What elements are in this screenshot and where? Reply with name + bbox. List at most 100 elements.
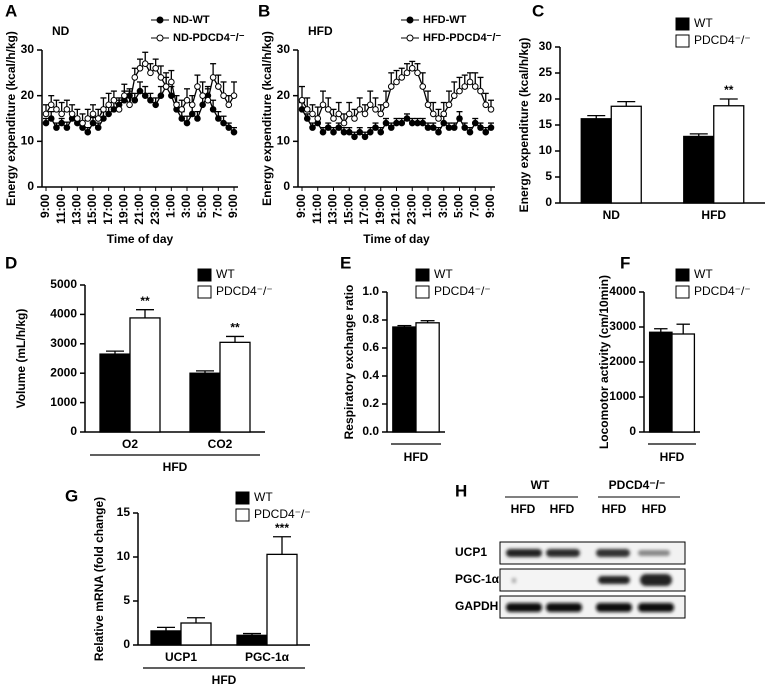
x-axis-label: HFD <box>212 673 237 687</box>
point <box>141 92 149 99</box>
legend-label: WT <box>694 16 713 30</box>
legend-swatch <box>675 285 690 299</box>
legend-label: HFD-WT <box>423 14 467 26</box>
y-tick-label: 5000 <box>50 277 77 291</box>
y-axis-label: Locomotor activity (cm/10min) <box>597 275 611 449</box>
point <box>220 119 227 127</box>
x-tick-label: 23:00 <box>148 194 162 225</box>
x-tick-label: PGC-1α <box>245 650 290 664</box>
point <box>424 101 432 109</box>
lane-label: HFD <box>511 502 536 516</box>
point <box>157 74 165 81</box>
y-tick-label: 0.8 <box>362 312 379 326</box>
point <box>157 92 165 99</box>
point <box>466 128 474 136</box>
point <box>471 119 479 127</box>
point <box>303 106 311 113</box>
y-tick-label: 4000 <box>609 284 636 298</box>
point <box>173 101 180 109</box>
group-label: WT <box>531 478 550 492</box>
point <box>309 124 316 131</box>
panel-letter: D <box>5 253 17 272</box>
legend-label: HFD-PDCD4⁻/⁻ <box>423 32 501 44</box>
legend-label: WT <box>694 267 713 281</box>
x-tick-label: 9:00 <box>483 194 497 218</box>
point <box>79 119 86 127</box>
annotation: ** <box>724 83 734 97</box>
point <box>361 110 369 118</box>
point <box>477 87 484 95</box>
x-tick-label: 17:00 <box>357 194 371 225</box>
row-label: GAPDH <box>455 599 498 613</box>
legend-label: WT <box>216 267 235 281</box>
point <box>372 124 379 131</box>
legend-label: PDCD4⁻/⁻ <box>216 284 273 298</box>
x-tick-label: 13:00 <box>70 194 84 225</box>
x-tick-label: HFD <box>701 208 726 222</box>
annotation: ** <box>230 321 240 335</box>
point <box>324 124 332 131</box>
legend-swatch <box>197 285 212 299</box>
bar <box>236 634 268 646</box>
point <box>456 115 463 122</box>
point <box>199 92 206 99</box>
blot-strip <box>499 595 686 619</box>
point <box>403 69 411 77</box>
point <box>63 106 71 113</box>
x-tick-label: O2 <box>122 437 138 451</box>
legend-label: PDCD4⁻/⁻ <box>694 284 751 298</box>
y-tick-label: 1000 <box>609 389 636 403</box>
point <box>335 110 343 118</box>
point <box>53 124 60 131</box>
point <box>314 115 322 122</box>
x-tick-label: 7:00 <box>211 194 225 218</box>
y-tick-label: 0.2 <box>362 396 379 410</box>
point <box>398 119 406 127</box>
legend-swatch <box>235 491 250 505</box>
x-tick-label: 13:00 <box>326 194 340 225</box>
bar <box>713 105 745 204</box>
panel-letter: E <box>340 253 351 272</box>
legend-label: PDCD4⁻/⁻ <box>694 33 751 47</box>
x-tick-label: UCP1 <box>165 650 197 664</box>
point <box>194 83 201 90</box>
point <box>168 78 175 86</box>
y-axis-label: Relative mRNA (fold change) <box>92 497 106 661</box>
point <box>361 133 369 141</box>
point <box>461 124 469 131</box>
y-axis-label: Energy expenditure (kcal/h/kg) <box>517 38 531 213</box>
x-axis-label: HFD <box>163 460 188 474</box>
legend-label: WT <box>254 490 273 504</box>
legend-swatch <box>235 508 250 522</box>
x-tick-label: 9:00 <box>294 194 308 218</box>
point <box>105 110 112 118</box>
y-tick-label: 3000 <box>609 319 636 333</box>
y-tick-label: 0.6 <box>362 340 379 354</box>
point <box>482 101 490 109</box>
point <box>435 115 442 122</box>
point <box>209 74 217 81</box>
x-axis-label: Time of day <box>363 232 430 246</box>
point <box>141 60 149 68</box>
panel-letter: H <box>455 481 467 500</box>
point <box>393 78 400 86</box>
y-tick-label: 10 <box>21 134 35 148</box>
bar <box>150 630 182 646</box>
y-tick-label: 30 <box>277 42 291 56</box>
point <box>414 69 421 77</box>
bar <box>129 317 161 433</box>
y-axis-label: Energy expenditure (kcal/h/kg) <box>260 31 274 206</box>
x-tick-label: 15:00 <box>85 194 99 225</box>
point <box>456 87 463 95</box>
blot-strip <box>499 541 686 565</box>
point <box>58 110 65 118</box>
point <box>110 96 118 104</box>
point <box>445 101 453 109</box>
row-label: PGC-1α <box>455 572 500 586</box>
point <box>100 106 107 113</box>
point <box>89 119 97 127</box>
annotation: *** <box>275 521 289 535</box>
bands <box>506 549 674 612</box>
point <box>387 83 395 90</box>
point <box>450 92 458 99</box>
